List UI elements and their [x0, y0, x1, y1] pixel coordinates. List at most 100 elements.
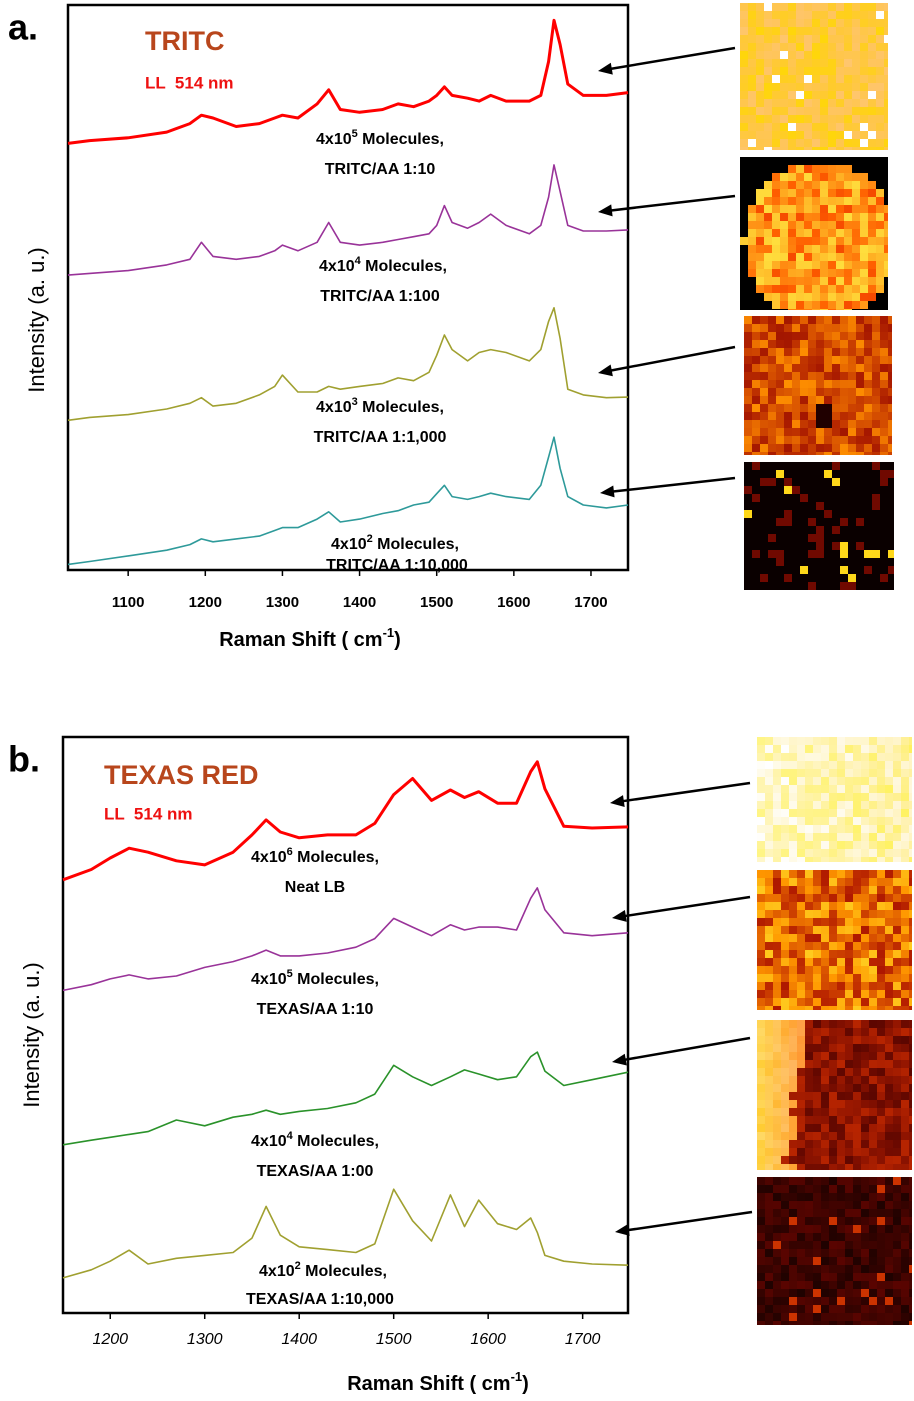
heat-map-pixel [756, 35, 764, 43]
heat-map-pixel [752, 566, 760, 574]
heat-map-pixel [885, 1265, 893, 1273]
heat-map-pixel [757, 777, 765, 785]
heat-map-pixel [800, 428, 808, 436]
heat-map-pixel [804, 237, 812, 245]
heat-map-pixel [773, 1193, 781, 1201]
heat-map-pixel [804, 99, 812, 107]
heat-map-pixel [861, 1193, 869, 1201]
heat-map-pixel [828, 205, 836, 213]
heat-map-pixel [880, 534, 888, 542]
heat-map-pixel [740, 165, 748, 173]
heat-map-pixel [813, 1108, 821, 1116]
heat-map-pixel [773, 809, 781, 817]
heat-map-pixel [765, 1185, 773, 1193]
heat-map-pixel [860, 269, 868, 277]
heat-map-pixel [813, 785, 821, 793]
heat-map-pixel [861, 1164, 869, 1170]
heat-map-pixel [828, 213, 836, 221]
heat-map-pixel [837, 809, 845, 817]
heat-map-pixel [800, 372, 808, 380]
heat-map-pixel [744, 510, 752, 518]
heat-map-pixel [756, 131, 764, 139]
heat-map-pixel [877, 1006, 885, 1010]
heat-map-pixel [805, 1257, 813, 1265]
heat-map-pixel [885, 1217, 893, 1225]
heat-map-image [744, 316, 892, 455]
heat-map-pixel [756, 269, 764, 277]
heat-map-pixel [805, 1201, 813, 1209]
heat-map-pixel [813, 1044, 821, 1052]
heat-map-pixel [765, 1124, 773, 1132]
heat-map-pixel [792, 494, 800, 502]
heat-map-pixel [829, 1225, 837, 1233]
heat-map-pixel [837, 1036, 845, 1044]
heat-map-pixel [824, 372, 832, 380]
heat-map-pixel [844, 229, 852, 237]
heat-map-pixel [893, 1164, 901, 1170]
heat-map-pixel [884, 221, 888, 229]
heat-map-pixel [844, 43, 852, 51]
heat-map-pixel [909, 878, 912, 886]
heat-map-pixel [872, 372, 880, 380]
heat-map-pixel [869, 990, 877, 998]
heat-map-pixel [773, 998, 781, 1006]
heat-map-pixel [893, 1297, 901, 1305]
heat-map-pixel [780, 237, 788, 245]
heat-map-pixel [837, 926, 845, 934]
heat-map-pixel [852, 99, 860, 107]
heat-map-pixel [876, 107, 884, 115]
heat-map-pixel [880, 380, 888, 388]
heat-map-pixel [869, 1020, 877, 1028]
heat-map-pixel [760, 478, 768, 486]
heat-map-pixel [780, 11, 788, 19]
heat-map-pixel [848, 542, 856, 550]
heat-map-pixel [772, 67, 780, 75]
heat-map-pixel [893, 793, 901, 801]
heat-map-pixel [861, 857, 869, 862]
heat-map-pixel [864, 558, 872, 566]
heat-map-pixel [869, 1185, 877, 1193]
heat-map-pixel [789, 1052, 797, 1060]
heat-map-pixel [845, 769, 853, 777]
heat-map-pixel [888, 574, 894, 582]
heat-map-pixel [837, 1164, 845, 1170]
heat-map-pixel [848, 486, 856, 494]
heat-map-pixel [832, 462, 840, 470]
heat-map-pixel [772, 147, 780, 150]
heat-map-pixel [808, 542, 816, 550]
heat-map-pixel [836, 213, 844, 221]
heat-map-pixel [752, 502, 760, 510]
heat-map-pixel [764, 99, 772, 107]
heat-map-pixel [824, 486, 832, 494]
heat-map-pixel [781, 1028, 789, 1036]
heat-map-pixel [776, 420, 784, 428]
heat-map-pixel [765, 793, 773, 801]
heat-map-pixel [789, 809, 797, 817]
heat-map-pixel [757, 1124, 765, 1132]
heat-map-pixel [792, 388, 800, 396]
heat-map-pixel [816, 542, 824, 550]
heat-map-pixel [860, 261, 868, 269]
heat-map-pixel [776, 582, 784, 590]
heat-map-pixel [877, 1060, 885, 1068]
heat-map-pixel [832, 526, 840, 534]
heat-map-pixel [909, 910, 912, 918]
heat-map-pixel [772, 131, 780, 139]
heat-map-pixel [888, 542, 894, 550]
heat-map-pixel [909, 1108, 912, 1116]
heat-map-pixel [872, 526, 880, 534]
heat-map-pixel [880, 372, 888, 380]
heat-map-pixel [813, 1289, 821, 1297]
heat-map-pixel [788, 35, 796, 43]
heat-map-pixel [789, 1297, 797, 1305]
heat-map-pixel [784, 420, 792, 428]
heat-map-pixel [829, 1148, 837, 1156]
heat-map-pixel [852, 213, 860, 221]
heat-map-pixel [845, 1116, 853, 1124]
heat-map-pixel [840, 428, 848, 436]
heat-map-pixel [893, 1281, 901, 1289]
heat-map-pixel [832, 316, 840, 324]
heat-map-pixel [848, 364, 856, 372]
heat-map-pixel [804, 253, 812, 261]
heat-map-pixel [860, 205, 868, 213]
